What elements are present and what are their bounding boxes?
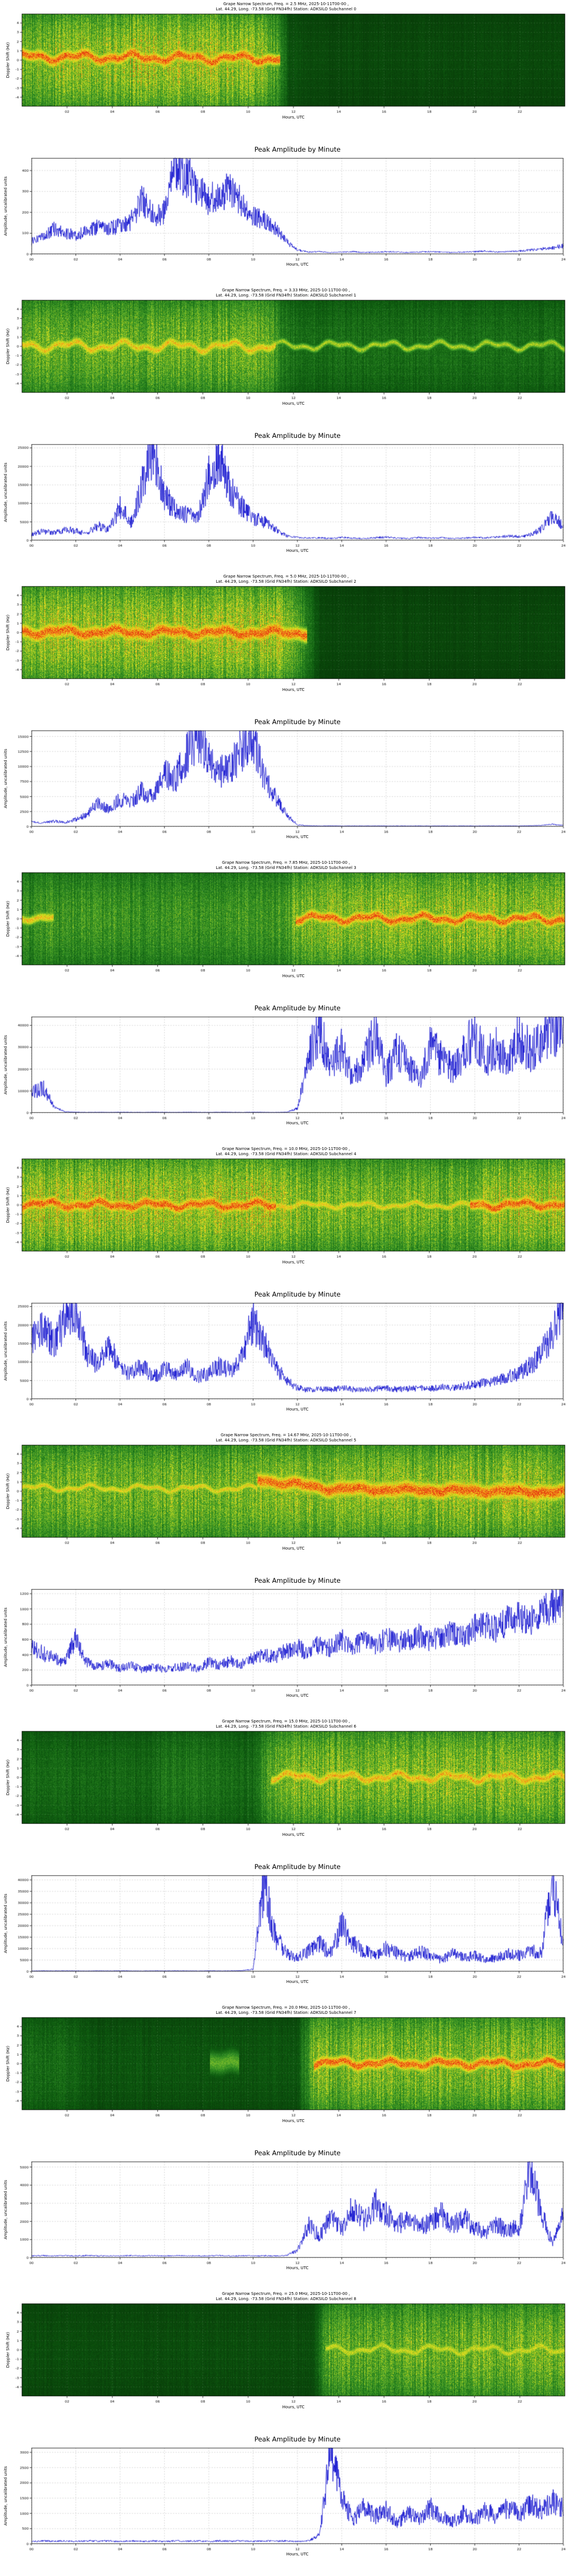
amplitude-x-axis-label: Hours, UTC (286, 1980, 309, 1984)
spectrogram-x-axis-label: Hours, UTC (282, 2405, 305, 2409)
amplitude-plot (0, 2147, 572, 2290)
spectrogram-x-axis-label: Hours, UTC (282, 1260, 305, 1265)
spectrogram-plot (0, 2004, 572, 2147)
subchannel-panel-0: Grape Narrow Spectrum, Freq. = 2.5 MHz, … (0, 0, 572, 286)
subchannel-panel-3: Grape Narrow Spectrum, Freq. = 7.85 MHz,… (0, 859, 572, 1145)
spectrogram-plot (0, 2290, 572, 2433)
amplitude-x-axis-label: Hours, UTC (286, 2266, 309, 2270)
spectrogram-plot (0, 1145, 572, 1288)
amplitude-x-axis-label: Hours, UTC (286, 1121, 309, 1125)
subchannel-panel-1: Grape Narrow Spectrum, Freq. = 3.33 MHz,… (0, 286, 572, 572)
amplitude-plot (0, 1860, 572, 2004)
amplitude-plot (0, 1288, 572, 1431)
spectrogram-x-axis-label: Hours, UTC (282, 1832, 305, 1837)
amplitude-plot (0, 143, 572, 286)
amplitude-x-axis-label: Hours, UTC (286, 2552, 309, 2557)
subchannel-panel-4: Grape Narrow Spectrum, Freq. = 10.0 MHz,… (0, 1145, 572, 1431)
spectrogram-plot (0, 572, 572, 716)
spectrogram-x-axis-label: Hours, UTC (282, 1546, 305, 1551)
amplitude-x-axis-label: Hours, UTC (286, 1693, 309, 1698)
amplitude-plot (0, 2433, 572, 2576)
subchannel-panel-5: Grape Narrow Spectrum, Freq. = 14.67 MHz… (0, 1431, 572, 1717)
spectrogram-plot (0, 859, 572, 1002)
spectrogram-plot (0, 1717, 572, 1860)
spectrogram-plot (0, 286, 572, 429)
subchannel-panel-8: Grape Narrow Spectrum, Freq. = 25.0 MHz,… (0, 2290, 572, 2576)
spectrogram-x-axis-label: Hours, UTC (282, 974, 305, 978)
spectrogram-x-axis-label: Hours, UTC (282, 2119, 305, 2123)
subchannel-panel-6: Grape Narrow Spectrum, Freq. = 15.0 MHz,… (0, 1717, 572, 2004)
spectrogram-plot (0, 1431, 572, 1574)
spectrogram-x-axis-label: Hours, UTC (282, 688, 305, 692)
amplitude-x-axis-label: Hours, UTC (286, 262, 309, 267)
amplitude-x-axis-label: Hours, UTC (286, 835, 309, 839)
spectrogram-x-axis-label: Hours, UTC (282, 401, 305, 406)
spectrogram-x-axis-label: Hours, UTC (282, 115, 305, 120)
amplitude-plot (0, 429, 572, 572)
subchannel-panel-2: Grape Narrow Spectrum, Freq. = 5.0 MHz, … (0, 572, 572, 859)
subchannel-panel-7: Grape Narrow Spectrum, Freq. = 20.0 MHz,… (0, 2004, 572, 2290)
amplitude-plot (0, 1574, 572, 1717)
spectrogram-plot (0, 0, 572, 143)
amplitude-plot (0, 1002, 572, 1145)
amplitude-x-axis-label: Hours, UTC (286, 548, 309, 553)
amplitude-plot (0, 716, 572, 859)
amplitude-x-axis-label: Hours, UTC (286, 1407, 309, 1412)
